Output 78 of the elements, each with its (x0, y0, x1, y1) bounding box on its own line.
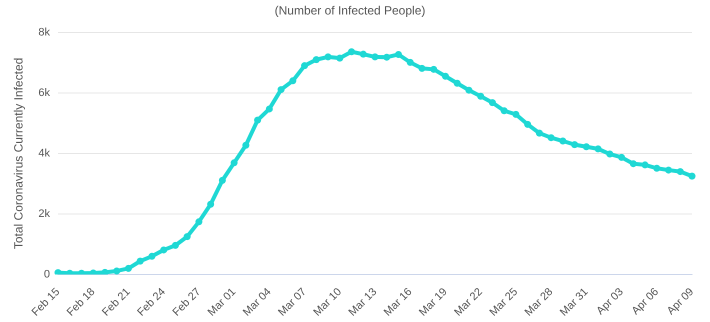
x-tick-label: Mar 31 (558, 286, 591, 319)
point (488, 99, 496, 106)
y-tick-label: 0 (44, 268, 50, 280)
x-tick-label: Apr 06 (630, 286, 662, 318)
point (477, 92, 484, 100)
point (618, 154, 626, 161)
point (500, 107, 508, 114)
point (653, 164, 660, 172)
x-tick-label: Apr 09 (664, 286, 696, 318)
y-tick-label: 2k (38, 208, 51, 220)
point (465, 86, 472, 94)
point (665, 166, 672, 174)
point (136, 258, 144, 265)
x-tick-label: Feb 18 (64, 286, 98, 319)
point (254, 116, 262, 124)
point (184, 233, 191, 240)
point (512, 110, 520, 118)
point (207, 200, 214, 208)
point (559, 138, 566, 145)
point (548, 134, 555, 142)
point (266, 105, 273, 112)
point (524, 120, 532, 128)
x-tick-label: Feb 15 (30, 286, 62, 319)
y-tick-label: 4k (38, 147, 51, 160)
point (372, 53, 379, 60)
x-tick-label: Feb 27 (170, 286, 204, 319)
point (348, 48, 356, 56)
point (242, 142, 250, 149)
point (336, 54, 344, 62)
point (642, 161, 649, 168)
point (195, 218, 202, 226)
x-tick-label: Mar 22 (452, 286, 485, 319)
point (430, 66, 438, 73)
x-tick-label: Mar 19 (417, 286, 450, 319)
point (218, 176, 226, 184)
point (101, 268, 108, 274)
point (442, 72, 449, 80)
point (454, 80, 461, 87)
point (148, 252, 156, 260)
point (124, 264, 132, 272)
point (54, 269, 62, 274)
point (536, 130, 543, 137)
x-tick-label: Mar 13 (346, 286, 380, 319)
x-tick-label: Mar 10 (311, 286, 344, 319)
point (676, 168, 684, 176)
x-tick-label: Mar 28 (522, 286, 556, 319)
point (113, 267, 120, 274)
point (630, 160, 637, 168)
point (688, 172, 696, 180)
chart-title: (Number of Infected People) (274, 4, 426, 18)
x-tick-label: Mar 04 (240, 286, 274, 319)
x-tick-label: Feb 24 (135, 286, 168, 319)
y-tick-label: 6k (38, 86, 51, 99)
point (582, 143, 590, 150)
point (301, 62, 308, 70)
x-tick-label: Mar 07 (276, 286, 309, 319)
point (606, 150, 614, 158)
point (394, 50, 402, 58)
point (324, 53, 332, 60)
point (278, 86, 285, 94)
x-tick-label: Apr 03 (594, 286, 626, 318)
point (594, 145, 602, 152)
point (571, 141, 578, 148)
point (406, 58, 414, 66)
x-tick-label: Mar 25 (487, 286, 520, 319)
y-tick-label: 8k (38, 26, 51, 38)
point (360, 50, 367, 58)
point (230, 159, 238, 166)
y-axis-title: Total Coronavirus Currently Infected (12, 58, 26, 250)
point (172, 242, 179, 249)
x-tick-label: Mar 16 (382, 286, 414, 319)
point (312, 56, 320, 64)
x-tick-label: Mar 01 (206, 286, 238, 319)
point (289, 77, 296, 84)
x-tick-label: Feb 21 (100, 286, 133, 319)
point (383, 54, 390, 61)
point (418, 64, 426, 72)
point (160, 246, 168, 254)
